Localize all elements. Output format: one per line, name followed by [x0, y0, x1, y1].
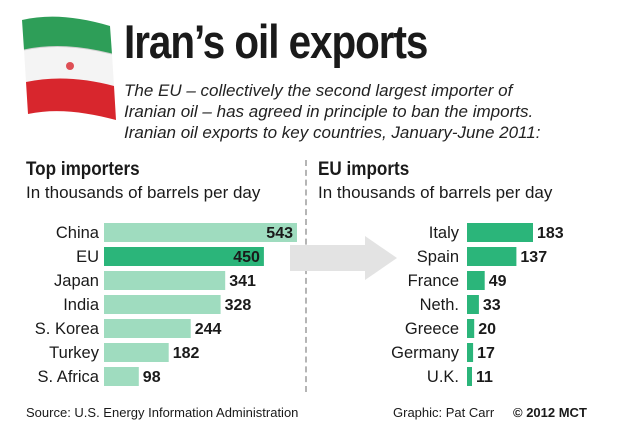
left-panel-unit: In thousands of barrels per day [26, 183, 261, 202]
right-category-label: Neth. [420, 296, 459, 314]
right-bar [467, 223, 533, 242]
left-bar [104, 271, 226, 290]
panel-divider [305, 160, 307, 392]
left-category-label: EU [76, 248, 99, 266]
left-value-label: 244 [195, 321, 222, 338]
left-value-label: 328 [225, 297, 252, 314]
page-title: Iran’s oil exports [124, 15, 428, 68]
right-bar [467, 367, 472, 386]
right-bar [467, 295, 479, 314]
right-value-label: 137 [520, 249, 547, 266]
left-category-label: Turkey [49, 344, 100, 362]
subtitle: The EU – collectively the second largest… [124, 80, 620, 143]
left-category-label: S. Korea [35, 320, 100, 338]
right-panel-title: EU imports [318, 159, 410, 180]
left-bar [104, 295, 221, 314]
left-value-label: 341 [229, 273, 256, 290]
left-value-label: 450 [233, 249, 260, 266]
left-value-label: 98 [143, 369, 161, 386]
right-bar [467, 343, 474, 362]
right-category-label: Spain [417, 248, 459, 266]
right-value-label: 33 [483, 297, 501, 314]
copyright: © 2012 MCT [513, 405, 587, 420]
right-value-label: 20 [478, 321, 496, 338]
subtitle-line: Iranian oil – has agreed in principle to… [124, 102, 534, 121]
left-panel-title: Top importers [26, 159, 140, 180]
right-category-label: Germany [391, 344, 460, 362]
left-bar [104, 343, 169, 362]
right-value-label: 49 [489, 273, 507, 290]
graphic-credit: Graphic: Pat Carr [393, 405, 495, 420]
right-category-label: France [408, 272, 459, 290]
right-value-label: 17 [477, 345, 495, 362]
left-value-label: 543 [266, 225, 293, 242]
right-value-label: 183 [537, 225, 564, 242]
left-value-label: 182 [173, 345, 200, 362]
right-value-label: 11 [476, 369, 493, 386]
right-category-label: U.K. [427, 368, 459, 386]
left-bar [104, 367, 139, 386]
source-note: Source: U.S. Energy Information Administ… [26, 405, 299, 420]
right-category-label: Greece [405, 320, 459, 338]
right-bar [467, 271, 485, 290]
right-category-label: Italy [429, 224, 460, 242]
left-category-label: Japan [54, 272, 99, 290]
left-bar [104, 223, 297, 242]
left-category-label: India [63, 296, 100, 314]
left-category-label: S. Africa [38, 368, 100, 386]
subtitle-line: The EU – collectively the second largest… [124, 81, 513, 100]
right-bar [467, 247, 517, 266]
subtitle-line: Iranian oil exports to key countries, Ja… [124, 123, 541, 142]
right-bar [467, 319, 475, 338]
right-panel-unit: In thousands of barrels per day [318, 183, 553, 202]
left-bar [104, 319, 191, 338]
iran-flag-icon [22, 16, 116, 120]
eu-arrow-icon [290, 236, 397, 280]
left-bar [104, 247, 264, 266]
left-category-label: China [56, 224, 100, 242]
